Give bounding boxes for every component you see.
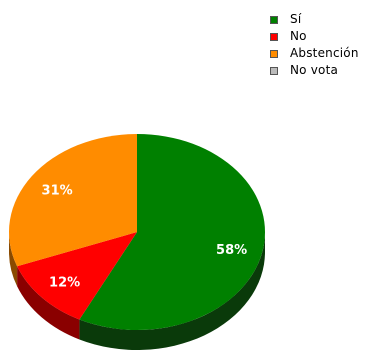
pie-labels: 58% 12% 31% <box>42 184 248 291</box>
legend-swatch-no-vota <box>270 66 278 75</box>
pie-slice-abstencion <box>8 134 137 267</box>
pie-label-si: 58% <box>216 243 247 258</box>
pie-label-abstencion: 31% <box>42 184 73 199</box>
pie-side-no <box>17 266 80 340</box>
legend-label-abstencion: Abstención <box>290 46 359 60</box>
pie-slice-no <box>17 232 137 320</box>
legend-item-no-vota: No vota <box>270 62 359 79</box>
legend-item-no: No <box>270 28 359 45</box>
legend-item-abstencion: Abstención <box>270 45 359 62</box>
legend-swatch-no <box>270 32 278 41</box>
pie-sides <box>9 232 265 351</box>
pie-side-abstencion <box>9 232 18 287</box>
pie-side-si <box>79 232 265 351</box>
legend-label-no: No <box>290 29 307 43</box>
pie-slice-si <box>79 134 266 330</box>
legend-item-si: Sí <box>270 11 359 28</box>
pie-label-no: 12% <box>49 276 80 291</box>
legend-swatch-abstencion <box>270 49 278 58</box>
pie-top <box>8 134 266 330</box>
legend-swatch-si <box>270 15 278 24</box>
legend-label-no-vota: No vota <box>290 63 339 77</box>
legend-label-si: Sí <box>290 12 302 26</box>
legend: Sí No Abstención No vota <box>270 11 359 79</box>
